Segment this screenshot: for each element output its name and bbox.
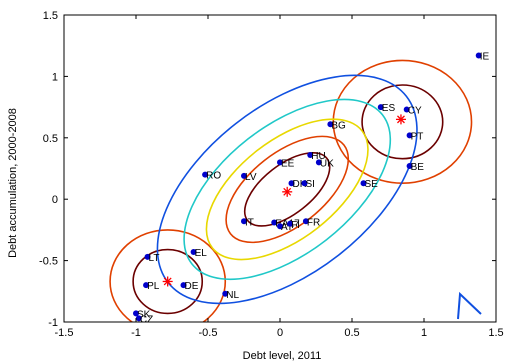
data-point — [277, 223, 283, 230]
plot-area — [64, 15, 496, 322]
data-point — [403, 106, 410, 113]
centroid-marker — [162, 276, 173, 287]
data-point — [135, 315, 142, 322]
point-label: LT — [149, 253, 160, 264]
y-axis-label: Debt accumulation, 2000-2008 — [7, 108, 19, 258]
point-label: HU — [311, 151, 325, 162]
data-point — [288, 180, 295, 187]
point-label: UK — [320, 158, 334, 169]
y-tick-label: 1.5 — [43, 10, 58, 22]
points-layer: IEESCYPTBEBGHUUKEEDKSISEROLVEA17ATFIFRIT… — [133, 52, 490, 325]
ticks-layer: -1.5 -1 -0.5 0 0.5 1 1.5-1-0.500.511.5 — [39, 10, 504, 339]
point-label: DK — [293, 179, 307, 190]
x-tick-label: 1.5 — [488, 327, 503, 339]
point-label: CY — [408, 106, 422, 117]
data-point — [287, 220, 294, 227]
data-point — [406, 163, 413, 170]
point-label: FR — [307, 217, 320, 228]
point-label: ES — [382, 103, 396, 114]
contour-line — [132, 248, 204, 315]
data-point — [302, 218, 309, 225]
contour-line — [205, 118, 369, 261]
centroid-marker — [395, 114, 406, 125]
point-label: AT — [281, 222, 293, 233]
data-point — [271, 219, 278, 226]
point-label: IT — [245, 217, 254, 228]
centroid-stroke — [283, 187, 292, 196]
data-point — [315, 159, 322, 166]
y-tick-label: -0.5 — [39, 256, 58, 268]
data-point — [222, 290, 229, 297]
point-label: SI — [305, 179, 314, 190]
centroid-stroke — [163, 277, 172, 286]
data-point — [241, 218, 247, 225]
point-label: CZ — [140, 314, 153, 325]
data-point — [133, 310, 139, 317]
centroids-layer — [162, 114, 406, 287]
centroid-marker — [282, 186, 293, 197]
data-point — [327, 121, 334, 128]
point-label: EL — [195, 248, 208, 259]
contour-line — [361, 84, 444, 160]
point-label: BE — [411, 162, 425, 173]
point-label: RO — [206, 171, 221, 182]
data-point — [360, 180, 367, 187]
x-tick-label: 0.5 — [344, 327, 359, 339]
point-label: SK — [137, 309, 151, 320]
point-label: NL — [226, 290, 239, 301]
x-tick-label: -1 — [131, 327, 141, 339]
data-point — [406, 132, 413, 139]
point-label: DE — [185, 281, 199, 292]
centroid-stroke — [397, 115, 405, 124]
x-axis-label: Debt level, 2011 — [243, 350, 322, 362]
point-label: BG — [331, 120, 346, 131]
contour-line — [332, 59, 473, 185]
data-point — [180, 282, 187, 289]
x-tick-label: 1 — [421, 327, 427, 339]
data-point — [307, 151, 314, 158]
data-point — [143, 282, 150, 289]
point-label: LV — [245, 172, 257, 183]
y-tick-label: 0 — [52, 194, 58, 206]
data-point — [202, 171, 209, 178]
data-point — [377, 104, 384, 111]
data-point — [190, 249, 197, 256]
data-point — [277, 159, 283, 166]
arrow-glyph — [457, 291, 482, 320]
data-point — [301, 180, 308, 187]
y-tick-label: 1 — [52, 71, 58, 83]
contour-line — [109, 229, 227, 322]
point-label: SE — [365, 179, 379, 190]
y-tick-label: 0.5 — [43, 133, 58, 145]
point-label: FI — [291, 220, 300, 231]
contour-line — [243, 152, 331, 227]
point-label: EE — [281, 158, 295, 169]
x-tick-label: -0.5 — [199, 327, 218, 339]
data-point — [144, 253, 151, 260]
data-point — [241, 172, 247, 179]
data-point — [475, 52, 482, 59]
x-tick-label: 0 — [277, 327, 283, 339]
x-tick-label: -1.5 — [55, 327, 74, 339]
point-label: IE — [480, 52, 490, 63]
contour-layer — [109, 59, 473, 322]
y-tick-label: -1 — [48, 317, 58, 329]
point-label: PL — [147, 281, 160, 292]
contour-line — [225, 135, 350, 244]
point-label: PT — [411, 131, 424, 142]
contour-line — [183, 98, 392, 281]
